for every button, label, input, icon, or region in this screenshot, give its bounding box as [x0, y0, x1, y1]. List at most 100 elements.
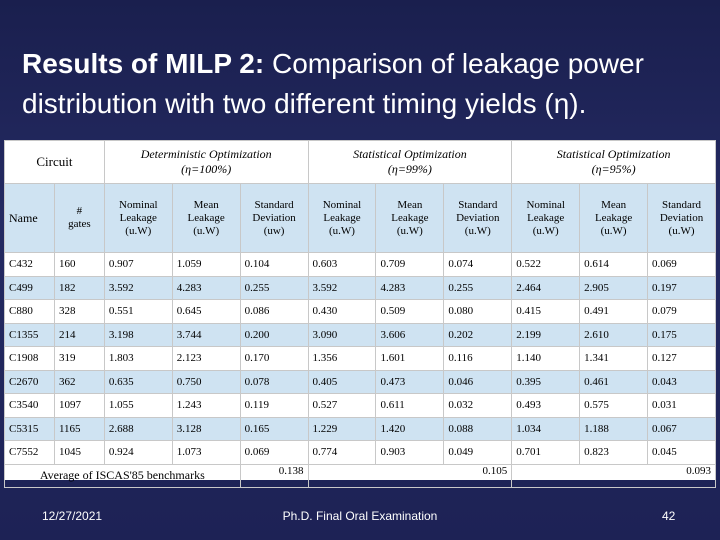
table-cell: 1.073: [171, 440, 241, 465]
col-header-line: Nominal: [119, 198, 158, 211]
col-header-line: Leakage: [323, 211, 361, 224]
table-cell: 0.551: [103, 299, 173, 324]
average-det-std: 0.138: [239, 463, 309, 488]
table-cell: 2.199: [511, 322, 581, 347]
title-bold: Results of MILP 2:: [22, 48, 265, 79]
table-row: C3540 1097 1.055 1.243 0.119 0.527 0.611 0.032 0…: [4, 393, 716, 418]
col-header-line: (u.W): [193, 224, 220, 237]
table-cell: 0.069: [647, 252, 716, 277]
table-cell: 0.750: [171, 369, 241, 394]
table-cell: 0.774: [307, 440, 377, 465]
col-header-metric: Nominal Leakage (u.W): [307, 183, 377, 253]
table-cell: 0.509: [375, 299, 445, 324]
table-cell: 2.688: [103, 416, 173, 441]
col-header-line: Standard: [254, 198, 294, 211]
table-cell: 328: [53, 299, 105, 324]
group-header-row: Circuit Deterministic Optimization (η=10…: [4, 140, 716, 184]
group-yield: (η=100%): [181, 162, 232, 176]
table-cell: 0.080: [443, 299, 513, 324]
table-cell: 1.420: [375, 416, 445, 441]
table-cell: 0.645: [171, 299, 241, 324]
table-cell: 0.415: [511, 299, 581, 324]
table-cell: 1165: [53, 416, 105, 441]
col-header-line: (u.W): [396, 224, 423, 237]
table-cell: 0.461: [579, 369, 649, 394]
table-cell: 0.078: [239, 369, 309, 394]
cell-circuit-name: C499: [4, 275, 55, 300]
col-header-line: Leakage: [391, 211, 429, 224]
col-header-metric: Mean Leakage (u.W): [579, 183, 649, 253]
table-cell: 0.255: [239, 275, 309, 300]
table-cell: 0.823: [579, 440, 649, 465]
table-cell: 3.592: [307, 275, 377, 300]
col-header-metric: Mean Leakage (u.W): [375, 183, 445, 253]
table-cell: 1.188: [579, 416, 649, 441]
table-cell: 0.119: [239, 393, 309, 418]
table-cell: 0.527: [307, 393, 377, 418]
cell-circuit-name: C2670: [4, 369, 55, 394]
table-cell: 0.701: [511, 440, 581, 465]
table-cell: 0.405: [307, 369, 377, 394]
table-cell: 4.283: [171, 275, 241, 300]
results-table: Circuit Deterministic Optimization (η=10…: [4, 140, 716, 488]
group-header-stat95: Statistical Optimization (η=95%): [511, 140, 716, 184]
col-header-line: Mean: [397, 198, 423, 211]
table-cell: 1.034: [511, 416, 581, 441]
table-cell: 0.104: [239, 252, 309, 277]
table-cell: 1.059: [171, 252, 241, 277]
table-cell: 1.341: [579, 346, 649, 371]
table-cell: 0.924: [103, 440, 173, 465]
col-header-line: (u.W): [464, 224, 491, 237]
table-row: C7552 1045 0.924 1.073 0.069 0.774 0.903 0.049 0…: [4, 440, 716, 465]
table-cell: 4.283: [375, 275, 445, 300]
table-cell: 0.473: [375, 369, 445, 394]
col-header-line: Leakage: [594, 211, 633, 224]
table-cell: 0.614: [579, 252, 649, 277]
table-cell: 1.229: [307, 416, 377, 441]
circuit-header: Circuit: [4, 140, 105, 184]
table-cell: 0.491: [579, 299, 649, 324]
col-header-line: Mean: [601, 198, 627, 211]
col-header-metric: Standard Deviation (u.W): [647, 183, 716, 253]
col-header-line: Nominal: [526, 198, 565, 211]
group-title: Statistical Optimization: [556, 147, 671, 161]
col-header-line: Standard: [661, 198, 702, 211]
col-header-line: Standard: [458, 198, 498, 211]
table-cell: 0.067: [647, 416, 716, 441]
col-header-line: (u.W): [532, 224, 559, 237]
col-header-line: Deviation: [252, 211, 296, 224]
table-cell: 3.592: [103, 275, 173, 300]
table-cell: 0.493: [511, 393, 581, 418]
table-cell: 1.140: [511, 346, 581, 371]
table-cell: 3.606: [375, 322, 445, 347]
table-cell: 0.635: [103, 369, 173, 394]
table-cell: 0.086: [239, 299, 309, 324]
table-cell: 0.197: [647, 275, 716, 300]
col-header-line: (u.W): [329, 224, 355, 237]
table-row: C1908 319 1.803 2.123 0.170 1.356 1.601 0.116 1.…: [4, 346, 716, 371]
group-yield: (η=95%): [591, 162, 636, 176]
table-cell: 0.200: [239, 322, 309, 347]
col-header-line: (u.W): [668, 224, 695, 237]
average-label: Average of ISCAS'85 benchmarks: [4, 463, 241, 488]
title-rest: Comparison of leakage power distribution…: [22, 48, 644, 119]
table-cell: 0.116: [443, 346, 513, 371]
col-header-line: Leakage: [187, 211, 225, 224]
average-row: Average of ISCAS'85 benchmarks 0.138 0.1…: [4, 463, 716, 488]
table-cell: 0.175: [647, 322, 716, 347]
table-cell: 362: [53, 369, 105, 394]
table-cell: 2.905: [579, 275, 649, 300]
table-cell: 0.079: [647, 299, 716, 324]
cell-circuit-name: C1908: [4, 346, 55, 371]
table-cell: 0.074: [443, 252, 513, 277]
col-header-metric: Standard Deviation (u.W): [443, 183, 513, 253]
col-header-metric: Mean Leakage (u.W): [171, 183, 241, 253]
col-header-line: (uw): [263, 224, 285, 237]
footer-date: 12/27/2021: [42, 509, 103, 523]
col-header-line: Deviation: [456, 211, 500, 224]
table-cell: 0.709: [375, 252, 445, 277]
table-cell: 1097: [53, 393, 105, 418]
average-stat95-std: 0.093: [511, 463, 716, 488]
page-number: 42: [662, 509, 676, 523]
table-cell: 0.165: [239, 416, 309, 441]
